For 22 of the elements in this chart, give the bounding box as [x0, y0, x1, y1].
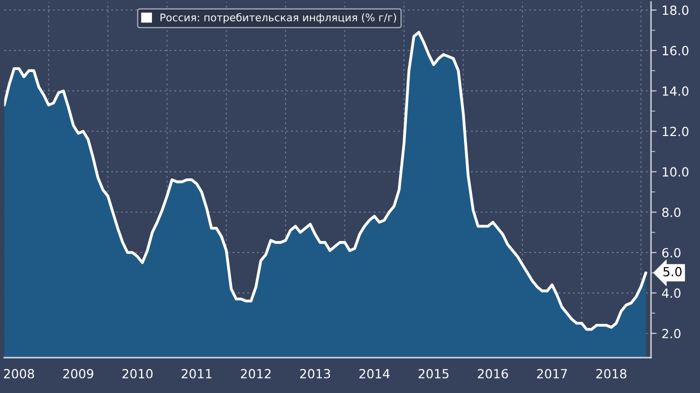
annotation: 5.0 [663, 266, 682, 276]
y-tick-label: 2.0 [662, 328, 680, 338]
y-tick-label: 14.0 [662, 86, 688, 96]
y-tick-label: 10.0 [662, 167, 688, 177]
y-tick-label: 8.0 [662, 208, 680, 218]
x-tick-label: 2013 [300, 368, 330, 378]
y-tick-label: 18.0 [662, 6, 688, 15]
x-tick-label: 2011 [182, 368, 212, 378]
y-tick-label: 12.0 [662, 126, 688, 136]
x-tick-label: 2015 [418, 368, 448, 378]
x-tick-label: 2014 [359, 368, 390, 378]
y-tick-label: 6.0 [662, 248, 680, 258]
x-tick-label: 2010 [122, 368, 153, 378]
x-tick-label: 2009 [63, 368, 94, 378]
x-tick-label: 2012 [240, 368, 271, 378]
x-tick-label: 2016 [478, 368, 508, 378]
y-tick-label: 16.0 [662, 46, 688, 56]
y-tick-label: 4.0 [662, 288, 680, 298]
legend-label: Россия: потребительская инфляция (% г/г) [160, 13, 396, 24]
x-tick-label: 2017 [537, 368, 567, 378]
x-tick-label: 2008 [4, 368, 34, 378]
x-tick-label: 2018 [596, 368, 626, 378]
